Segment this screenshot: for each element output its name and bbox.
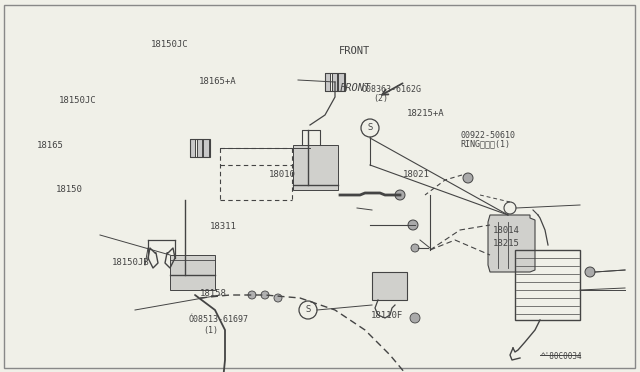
Text: ^'80C0034: ^'80C0034 [541, 352, 582, 361]
Polygon shape [170, 255, 215, 290]
Bar [196, 139, 202, 157]
Text: 18014: 18014 [493, 226, 520, 235]
Text: 00922-50610: 00922-50610 [461, 131, 516, 140]
Circle shape [463, 173, 473, 183]
Bar [325, 73, 330, 91]
Text: S: S [367, 124, 372, 132]
Circle shape [585, 267, 595, 277]
Text: 18215+A: 18215+A [406, 109, 444, 118]
Text: 18150JC: 18150JC [151, 40, 189, 49]
Circle shape [274, 294, 282, 302]
Text: (2): (2) [373, 94, 388, 103]
Bar [515, 250, 580, 320]
Polygon shape [293, 145, 338, 190]
Circle shape [261, 291, 269, 299]
Text: 18165+A: 18165+A [198, 77, 236, 86]
Circle shape [248, 291, 256, 299]
Text: Ó08363-6162G: Ó08363-6162G [362, 85, 422, 94]
Polygon shape [488, 215, 535, 272]
Text: FRONT: FRONT [339, 83, 371, 93]
Text: 18215: 18215 [493, 239, 520, 248]
Text: FRONT: FRONT [339, 46, 371, 56]
Circle shape [395, 190, 405, 200]
Bar [332, 73, 337, 91]
Text: 18150: 18150 [56, 185, 83, 194]
Text: 18110F: 18110F [371, 311, 403, 320]
Text: S: S [305, 305, 310, 314]
Circle shape [410, 313, 420, 323]
Bar [372, 272, 407, 300]
Text: 18010: 18010 [269, 170, 296, 179]
Text: 18165: 18165 [37, 141, 64, 150]
Text: (1): (1) [204, 326, 218, 335]
Text: 18311: 18311 [210, 222, 237, 231]
Bar [190, 139, 195, 157]
Bar [339, 73, 344, 91]
Text: RINGリング(1): RINGリング(1) [461, 140, 511, 149]
Text: 18021: 18021 [403, 170, 430, 179]
Text: 18150JC: 18150JC [58, 96, 96, 105]
Circle shape [411, 244, 419, 252]
Text: Ó08513-61697: Ó08513-61697 [189, 315, 249, 324]
Bar [190, 139, 210, 157]
Text: 18150JB: 18150JB [112, 258, 150, 267]
Bar [325, 73, 345, 91]
Circle shape [408, 220, 418, 230]
Bar [204, 139, 209, 157]
Text: 18158: 18158 [200, 289, 227, 298]
